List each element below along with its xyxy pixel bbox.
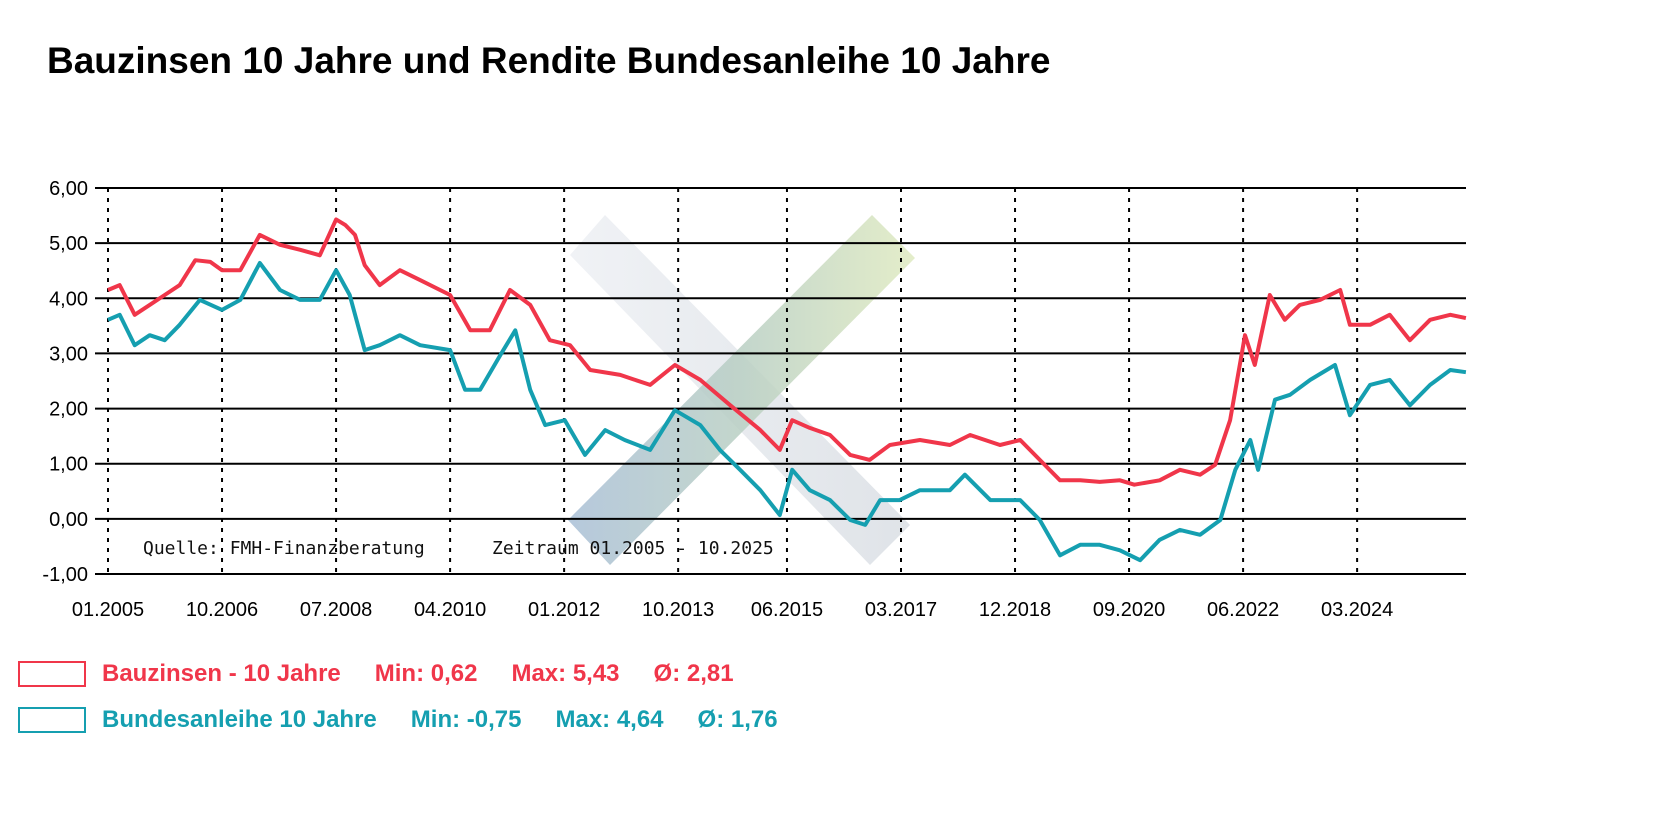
legend-item-bundesanleihe: Bundesanleihe 10 Jahre Min: -0,75 Max: 4… <box>18 706 812 734</box>
y-tick-label: 4,00 <box>49 288 88 310</box>
y-tick-label: 2,00 <box>49 399 88 421</box>
y-tick-label: 5,00 <box>49 233 88 255</box>
x-tick-label: 06.2015 <box>751 599 823 621</box>
y-tick-label: 0,00 <box>49 509 88 531</box>
y-tick-label: 3,00 <box>49 343 88 365</box>
legend-min: Min: -0,75 <box>410 706 522 733</box>
y-tick-label: 1,00 <box>49 454 88 476</box>
legend-min: Min: 0,62 <box>374 660 478 687</box>
x-tick-label: 06.2022 <box>1207 599 1279 621</box>
period-annotation: Zeitraum 01.2005 - 10.2025 <box>492 538 774 559</box>
legend-avg: Ø: 1,76 <box>697 706 778 733</box>
legend-max: Max: 4,64 <box>555 706 664 733</box>
x-tick-label: 10.2006 <box>186 599 258 621</box>
series-line-0 <box>107 217 1467 487</box>
x-tick-label: 01.2005 <box>72 599 144 621</box>
x-tick-label: 09.2020 <box>1093 599 1165 621</box>
y-tick-label: 6,00 <box>49 178 88 200</box>
y-tick-label: -1,00 <box>42 564 88 586</box>
x-tick-label: 12.2018 <box>979 599 1051 621</box>
legend-max: Max: 5,43 <box>511 660 620 687</box>
x-tick-label: 03.2024 <box>1321 599 1393 621</box>
series-line-1 <box>107 261 1467 563</box>
x-tick-label: 07.2008 <box>300 599 372 621</box>
legend-swatch <box>18 707 86 733</box>
source-annotation: Quelle: FMH-Finanzberatung <box>143 538 425 559</box>
legend-avg: Ø: 2,81 <box>653 660 734 687</box>
x-tick-label: 01.2012 <box>528 599 600 621</box>
chart-title: Bauzinsen 10 Jahre und Rendite Bundesanl… <box>47 40 1051 81</box>
x-tick-label: 03.2017 <box>865 599 937 621</box>
x-tick-label: 04.2010 <box>414 599 486 621</box>
legend-swatch <box>18 661 86 687</box>
watermark-bar-green <box>568 215 915 565</box>
legend-label: Bundesanleihe 10 Jahre <box>102 706 377 733</box>
legend-label: Bauzinsen - 10 Jahre <box>102 660 341 687</box>
legend-item-bauzinsen: Bauzinsen - 10 Jahre Min: 0,62 Max: 5,43… <box>18 660 768 688</box>
x-tick-label: 10.2013 <box>642 599 714 621</box>
watermark-logo <box>568 215 915 565</box>
